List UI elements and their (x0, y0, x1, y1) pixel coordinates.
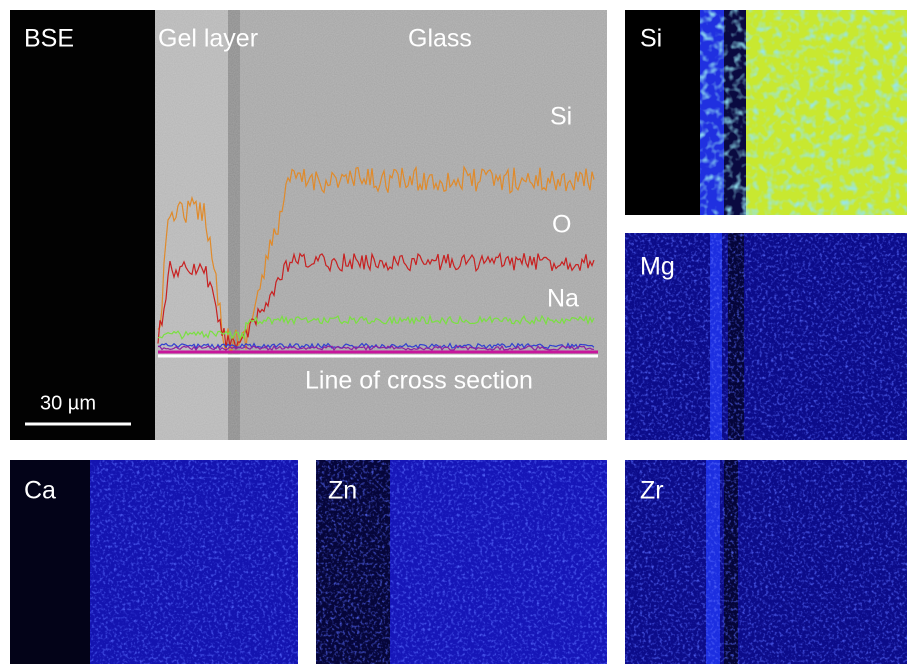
map-label: Ca (24, 477, 56, 505)
map-label: Zr (640, 477, 664, 505)
region-label: Glass (408, 25, 472, 53)
texture (316, 460, 607, 664)
map-label: Zn (328, 477, 357, 505)
element-label: O (552, 211, 571, 239)
ca-map: Ca (10, 460, 298, 664)
zn-map: Zn (316, 460, 607, 664)
region-label: Gel layer (158, 25, 258, 53)
bse-panel: BSE Gel layer Glass Si O Na Line of cros… (10, 10, 607, 440)
texture (625, 460, 907, 664)
texture (90, 460, 298, 664)
map-label: Si (640, 25, 662, 53)
figure: BSE Gel layer Glass Si O Na Line of cros… (0, 0, 907, 664)
texture (700, 10, 907, 215)
element-label: Na (547, 285, 579, 313)
zr-map: Zr (625, 460, 907, 664)
si-map: Si (625, 10, 907, 215)
panel-label: BSE (24, 25, 74, 53)
scale-label: 30 µm (40, 392, 96, 414)
mg-map: Mg (625, 233, 907, 440)
line-label: Line of cross section (305, 367, 533, 395)
map-label: Mg (640, 253, 675, 281)
element-label: Si (550, 103, 572, 131)
